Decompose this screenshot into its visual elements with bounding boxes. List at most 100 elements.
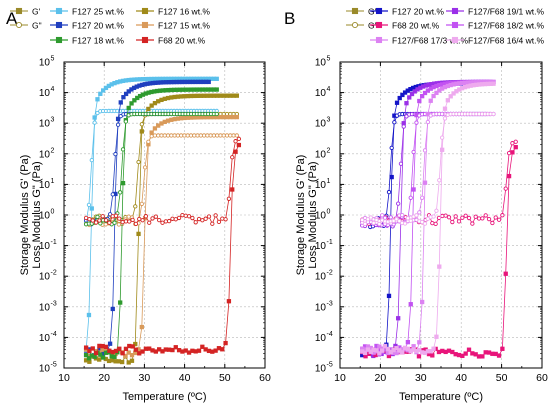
gdoubleprime-point [402, 221, 408, 226]
gdoubleprime-point [110, 214, 115, 219]
x-tick-label: 40 [455, 372, 467, 384]
gprime-point [200, 344, 205, 349]
gdoubleprime-point [226, 196, 232, 201]
panel-label: B [284, 9, 295, 28]
legend: G' G" F127 25 wt.% F127 16 wt.% F127 20 wt.%… [10, 7, 210, 46]
gdoubleprime-point [380, 213, 385, 218]
gprime-point [442, 106, 448, 111]
gdoubleprime-point [130, 217, 135, 222]
gprime-point [87, 348, 92, 354]
gprime-point [417, 347, 422, 353]
gprime-point [430, 353, 435, 358]
gdoubleprime-point [206, 214, 212, 219]
legend-entry-label: F127/F68 17/3 wt.% [392, 36, 469, 46]
gdoubleprime-point [233, 139, 238, 144]
gprime-point [236, 142, 242, 148]
gprime-point [385, 346, 391, 352]
gdoubleprime-point [113, 151, 118, 157]
y-tick-exponent: 5 [51, 56, 55, 63]
gprime-point [89, 206, 94, 211]
gprime-point [404, 101, 409, 106]
gdoubleprime-point [170, 216, 175, 221]
y-axis-label-line-1: Storage Modulus G' (Pa) [19, 155, 31, 276]
gdoubleprime-point [193, 220, 198, 225]
gdoubleprime-point [433, 221, 438, 227]
gdoubleprime-point [414, 213, 419, 218]
gprime-point [386, 293, 392, 299]
legend-entry-label: F127 20 wt.% [392, 7, 444, 17]
gdoubleprime-point [396, 201, 401, 206]
gprime-point [83, 345, 89, 350]
y-tick-label: 10 [315, 241, 327, 252]
y-tick-label: 10 [315, 58, 327, 69]
gdoubleprime-point [374, 217, 379, 223]
gprime-point [118, 300, 123, 305]
gdoubleprime-point [147, 220, 152, 225]
gdoubleprime-point [93, 220, 99, 225]
gprime-point [466, 347, 472, 352]
gdoubleprime-point [117, 216, 122, 221]
gdoubleprime-point [446, 215, 452, 220]
gprime-point [233, 149, 238, 154]
gprime-point [130, 344, 135, 349]
gprime-point [431, 93, 436, 99]
x-tick-label: 50 [219, 372, 231, 384]
gprime-point [396, 316, 401, 321]
y-tick-exponent: 3 [51, 117, 55, 124]
gprime-point [362, 350, 368, 356]
series-3 [360, 139, 518, 359]
y-tick-exponent: 4 [51, 86, 55, 93]
gprime-point [234, 114, 240, 120]
gprime-point [132, 98, 137, 103]
gprime-point [95, 97, 100, 102]
gdoubleprime-point [405, 216, 411, 221]
x-tick-label: 20 [375, 372, 387, 384]
gprime-point [153, 349, 158, 354]
legend-entry-label: F127 20 wt.% [72, 21, 124, 31]
gdoubleprime-point [463, 213, 468, 218]
gdoubleprime-point [107, 220, 112, 225]
gdoubleprime-point [360, 217, 365, 223]
gprime-point [380, 348, 385, 353]
y-tick-exponent: -3 [327, 300, 333, 307]
gprime-point [220, 347, 225, 352]
gdoubleprime-point [408, 195, 413, 200]
series-gdoubleprime-line [361, 113, 494, 227]
series-gdoubleprime-line [85, 110, 217, 223]
gdoubleprime-point [100, 214, 105, 219]
y-tick-label: 10 [315, 364, 327, 375]
gprime-point [92, 115, 97, 120]
gprime-point [374, 348, 379, 353]
gprime-point [126, 350, 131, 355]
gdoubleprime-point [460, 215, 465, 220]
gprime-point [460, 353, 465, 359]
gprime-point [417, 340, 422, 345]
gprime-point [491, 81, 496, 86]
legend-swatch-marker [15, 21, 23, 29]
gdoubleprime-point [142, 165, 148, 170]
gprime-point [445, 98, 451, 103]
gdoubleprime-point [466, 215, 472, 221]
y-tick-exponent: -1 [51, 239, 57, 246]
legend-entry-label: F127/F68 16/4 wt.% [468, 36, 545, 46]
gprime-point [417, 98, 422, 104]
y-axis-label-line-2: Loss Modulus G" (Pa) [31, 161, 43, 268]
gdoubleprime-point [368, 215, 373, 220]
legend-swatch-marker [351, 21, 359, 29]
legend-swatch-marker [451, 7, 459, 15]
gdoubleprime-point [486, 216, 492, 222]
gdoubleprime-point [236, 136, 242, 141]
y-tick-exponent: 4 [327, 86, 331, 93]
gdoubleprime-point [166, 218, 172, 224]
y-tick-label: 10 [315, 333, 327, 344]
gprime-point [93, 350, 99, 356]
gprime-point [420, 94, 425, 99]
y-tick-label: 10 [315, 302, 327, 313]
gprime-point [136, 231, 141, 237]
gdoubleprime-point [220, 216, 225, 221]
gdoubleprime-point [404, 114, 409, 119]
gdoubleprime-point [453, 214, 458, 219]
gdoubleprime-point [116, 222, 122, 227]
gprime-point [152, 126, 158, 131]
gprime-point [503, 271, 508, 276]
